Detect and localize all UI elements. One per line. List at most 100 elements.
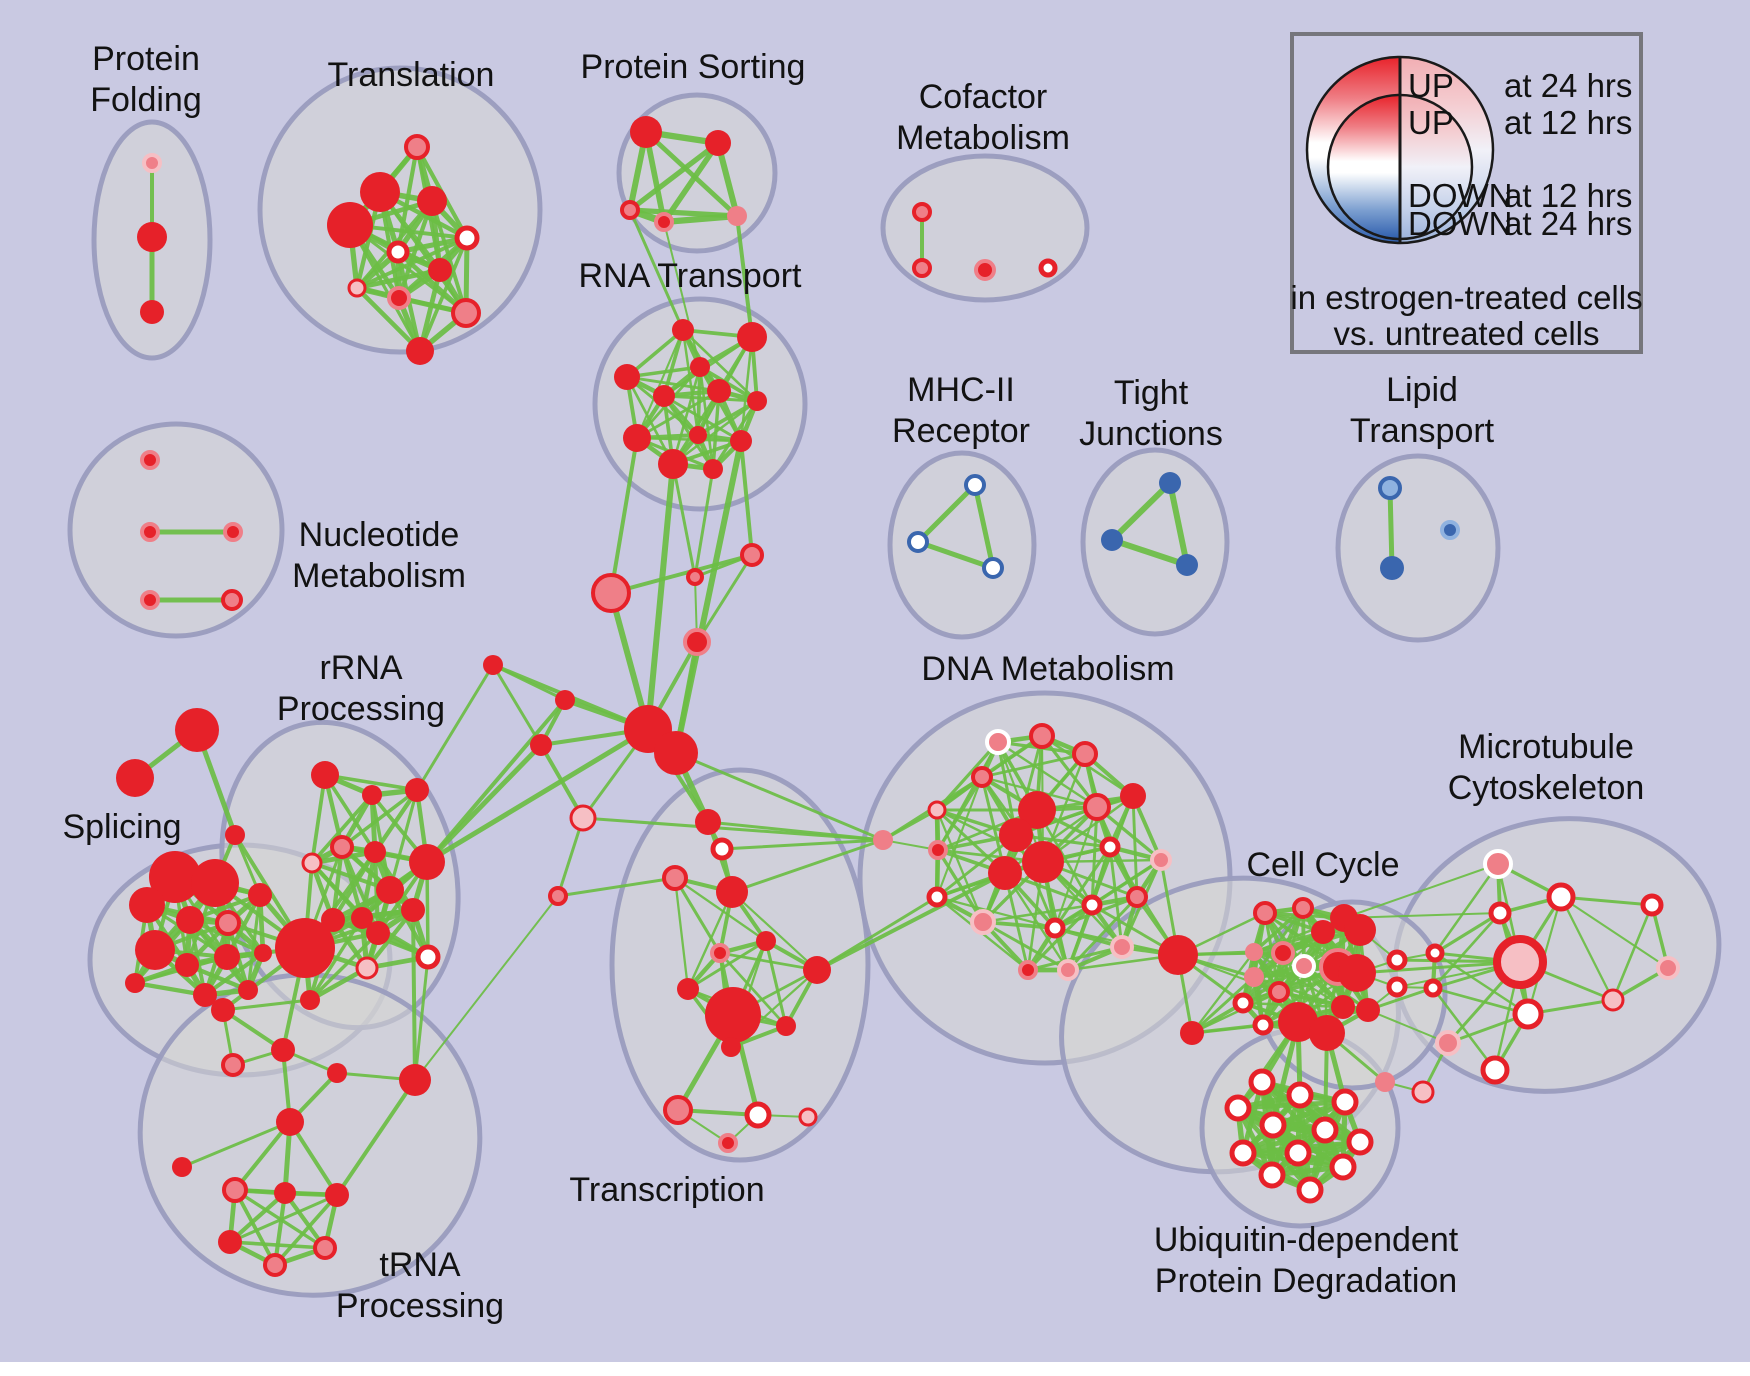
network-node-nm5[interactable] bbox=[221, 589, 243, 611]
network-node-dm15[interactable] bbox=[1126, 886, 1148, 908]
network-node-ub3[interactable] bbox=[1331, 1088, 1359, 1116]
network-node-mh3[interactable] bbox=[982, 557, 1004, 579]
network-node-tn13[interactable] bbox=[263, 1253, 287, 1277]
network-node-sp9[interactable] bbox=[214, 944, 240, 970]
network-node-sp10[interactable] bbox=[254, 944, 272, 962]
network-node-tj1[interactable] bbox=[1159, 472, 1181, 494]
network-node-txb[interactable] bbox=[873, 830, 893, 850]
network-node-dm3[interactable] bbox=[1072, 741, 1098, 767]
network-node-cc11[interactable] bbox=[1244, 967, 1264, 987]
network-node-dm21[interactable] bbox=[1057, 959, 1079, 981]
network-node-rr3[interactable] bbox=[405, 778, 429, 802]
network-node-cc5[interactable] bbox=[1344, 914, 1376, 946]
network-node-n558[interactable] bbox=[548, 886, 568, 906]
network-node-mt5[interactable] bbox=[1493, 935, 1547, 989]
network-node-rr2[interactable] bbox=[362, 785, 382, 805]
network-node-dm17[interactable] bbox=[970, 909, 996, 935]
network-node-dm20[interactable] bbox=[1018, 960, 1038, 980]
network-node-cf4[interactable] bbox=[1038, 258, 1058, 278]
network-node-spt2[interactable] bbox=[116, 759, 154, 797]
network-node-tx9[interactable] bbox=[705, 987, 761, 1043]
network-node-rr13[interactable] bbox=[275, 918, 335, 978]
network-node-tx8[interactable] bbox=[677, 978, 699, 1000]
network-node-tj2[interactable] bbox=[1101, 529, 1123, 551]
network-node-cc6[interactable] bbox=[1245, 943, 1263, 961]
network-node-tx14[interactable] bbox=[798, 1107, 818, 1127]
network-node-mt6[interactable] bbox=[1423, 978, 1443, 998]
network-node-rr1[interactable] bbox=[311, 761, 339, 789]
network-node-sp1[interactable] bbox=[149, 851, 201, 903]
network-node-tx13[interactable] bbox=[744, 1101, 772, 1129]
network-node-tx1[interactable] bbox=[695, 809, 721, 835]
network-node-cf2[interactable] bbox=[912, 258, 932, 278]
network-node-ub10[interactable] bbox=[1329, 1153, 1357, 1181]
network-node-nm2[interactable] bbox=[140, 522, 160, 542]
network-node-tn4[interactable] bbox=[327, 1063, 347, 1083]
network-node-ps4[interactable] bbox=[654, 212, 674, 232]
network-node-cc14[interactable] bbox=[1252, 1014, 1274, 1036]
network-node-rc1[interactable] bbox=[740, 543, 764, 567]
network-node-lp1[interactable] bbox=[1378, 476, 1402, 500]
network-node-dm7[interactable] bbox=[1083, 793, 1111, 821]
network-node-tx11[interactable] bbox=[721, 1037, 741, 1057]
network-node-rr15[interactable] bbox=[355, 956, 379, 980]
network-node-dmbr[interactable] bbox=[1158, 935, 1198, 975]
network-node-cf1[interactable] bbox=[912, 202, 932, 222]
network-node-rt10[interactable] bbox=[730, 430, 752, 452]
network-node-pb3[interactable] bbox=[1375, 1072, 1395, 1092]
network-node-ub12[interactable] bbox=[1296, 1176, 1324, 1204]
network-node-tn12[interactable] bbox=[313, 1236, 337, 1260]
network-node-dm19[interactable] bbox=[1044, 917, 1066, 939]
network-node-lp2[interactable] bbox=[1380, 556, 1404, 580]
network-node-rc3[interactable] bbox=[591, 573, 631, 613]
network-node-tn7[interactable] bbox=[172, 1157, 192, 1177]
network-node-dm11[interactable] bbox=[988, 856, 1022, 890]
network-node-tn3[interactable] bbox=[271, 1038, 295, 1062]
network-node-tn10[interactable] bbox=[325, 1183, 349, 1207]
network-node-dm13[interactable] bbox=[1099, 836, 1121, 858]
network-node-nm3[interactable] bbox=[223, 522, 243, 542]
network-node-tn2[interactable] bbox=[221, 1053, 245, 1077]
network-node-tr6[interactable] bbox=[386, 240, 410, 264]
network-node-mh1[interactable] bbox=[964, 474, 986, 496]
network-node-cc7[interactable] bbox=[1271, 941, 1295, 965]
network-node-tn5[interactable] bbox=[399, 1064, 431, 1096]
network-node-mt10[interactable] bbox=[1656, 956, 1680, 980]
network-node-rt4[interactable] bbox=[614, 364, 640, 390]
network-node-ub5[interactable] bbox=[1259, 1111, 1287, 1139]
network-node-tn1[interactable] bbox=[211, 998, 235, 1022]
network-node-mt11[interactable] bbox=[1480, 1055, 1510, 1085]
network-node-bb1[interactable] bbox=[1386, 949, 1408, 971]
network-node-rt3[interactable] bbox=[690, 357, 710, 377]
network-node-rr6[interactable] bbox=[364, 841, 386, 863]
network-node-ps3[interactable] bbox=[620, 200, 640, 220]
network-node-rr12[interactable] bbox=[366, 921, 390, 945]
network-node-dm5[interactable] bbox=[927, 800, 947, 820]
network-node-cc4[interactable] bbox=[1311, 920, 1335, 944]
network-node-tn9[interactable] bbox=[274, 1182, 296, 1204]
network-node-tx15[interactable] bbox=[718, 1133, 738, 1153]
network-node-ub6[interactable] bbox=[1311, 1116, 1339, 1144]
network-node-spt3[interactable] bbox=[225, 825, 245, 845]
network-node-ub11[interactable] bbox=[1258, 1161, 1286, 1189]
network-node-rr10[interactable] bbox=[321, 908, 345, 932]
network-node-rt8[interactable] bbox=[623, 424, 651, 452]
network-node-tx2[interactable] bbox=[710, 837, 734, 861]
network-node-mt4[interactable] bbox=[1425, 943, 1445, 963]
network-node-cc19[interactable] bbox=[1356, 998, 1380, 1022]
network-node-nm1[interactable] bbox=[140, 450, 160, 470]
network-node-pf3[interactable] bbox=[140, 300, 164, 324]
network-node-ub4[interactable] bbox=[1224, 1094, 1252, 1122]
network-node-dm6[interactable] bbox=[1120, 783, 1146, 809]
network-node-dm1[interactable] bbox=[985, 729, 1011, 755]
network-node-pb1[interactable] bbox=[1435, 1030, 1461, 1056]
network-node-mt7[interactable] bbox=[1512, 998, 1544, 1030]
network-node-rt5[interactable] bbox=[653, 385, 675, 407]
network-node-cc12[interactable] bbox=[1268, 981, 1290, 1003]
network-node-tx4[interactable] bbox=[716, 876, 748, 908]
network-node-cc2[interactable] bbox=[1292, 897, 1314, 919]
network-node-rt6[interactable] bbox=[707, 379, 731, 403]
network-node-sp4[interactable] bbox=[176, 906, 204, 934]
network-node-tx10[interactable] bbox=[776, 1016, 796, 1036]
network-node-sp12[interactable] bbox=[193, 983, 217, 1007]
